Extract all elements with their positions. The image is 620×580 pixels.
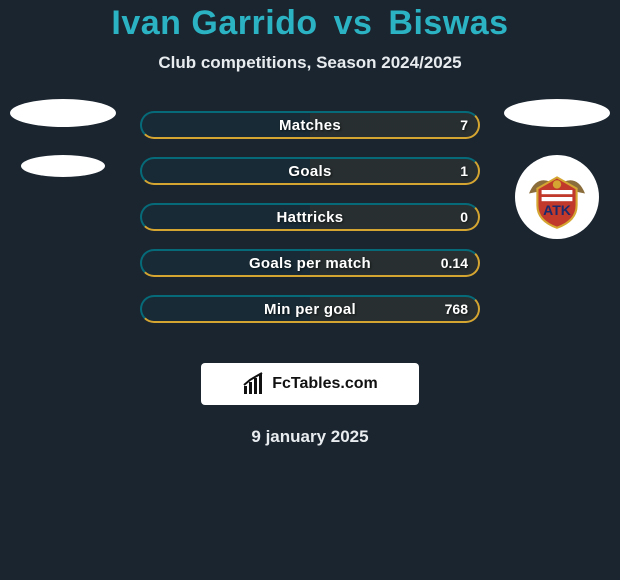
- page-title: Ivan Garrido vs Biswas: [0, 4, 620, 43]
- brand-attribution[interactable]: FcTables.com: [201, 363, 419, 405]
- stat-label: Goals: [288, 163, 331, 180]
- player2-avatar-placeholder: [504, 99, 610, 127]
- stat-row-hattricks: Hattricks 0: [140, 203, 480, 231]
- vs-text: vs: [334, 4, 373, 42]
- stat-value-right: 1: [460, 163, 468, 179]
- comparison-area: ATK Matches 7 Goals 1 Hattricks 0: [0, 111, 620, 341]
- left-avatars: [8, 99, 118, 177]
- player1-avatar-placeholder: [10, 99, 116, 127]
- player1-club-placeholder: [21, 155, 105, 177]
- badge-text: ATK: [543, 202, 571, 218]
- stat-bars: Matches 7 Goals 1 Hattricks 0 Goals per …: [140, 111, 480, 323]
- stat-value-right: 7: [460, 117, 468, 133]
- stat-label: Matches: [279, 117, 341, 134]
- stat-label: Hattricks: [277, 209, 344, 226]
- stat-row-matches: Matches 7: [140, 111, 480, 139]
- stat-row-min-per-goal: Min per goal 768: [140, 295, 480, 323]
- stat-row-goals: Goals 1: [140, 157, 480, 185]
- stat-value-right: 0.14: [441, 255, 468, 271]
- stat-label: Goals per match: [249, 255, 371, 272]
- stat-value-right: 768: [445, 301, 468, 317]
- stat-label: Min per goal: [264, 301, 356, 318]
- player1-name: Ivan Garrido: [111, 4, 317, 42]
- player2-club-badge: ATK: [515, 155, 599, 239]
- right-avatars: ATK: [502, 99, 612, 239]
- stat-row-goals-per-match: Goals per match 0.14: [140, 249, 480, 277]
- stat-value-right: 0: [460, 209, 468, 225]
- date-text: 9 january 2025: [0, 427, 620, 447]
- subtitle: Club competitions, Season 2024/2025: [0, 53, 620, 73]
- brand-text: FcTables.com: [272, 375, 378, 393]
- atk-badge-icon: ATK: [522, 162, 592, 232]
- player2-name: Biswas: [388, 4, 508, 42]
- comparison-card: Ivan Garrido vs Biswas Club competitions…: [0, 0, 620, 447]
- brand-chart-icon: [242, 372, 266, 396]
